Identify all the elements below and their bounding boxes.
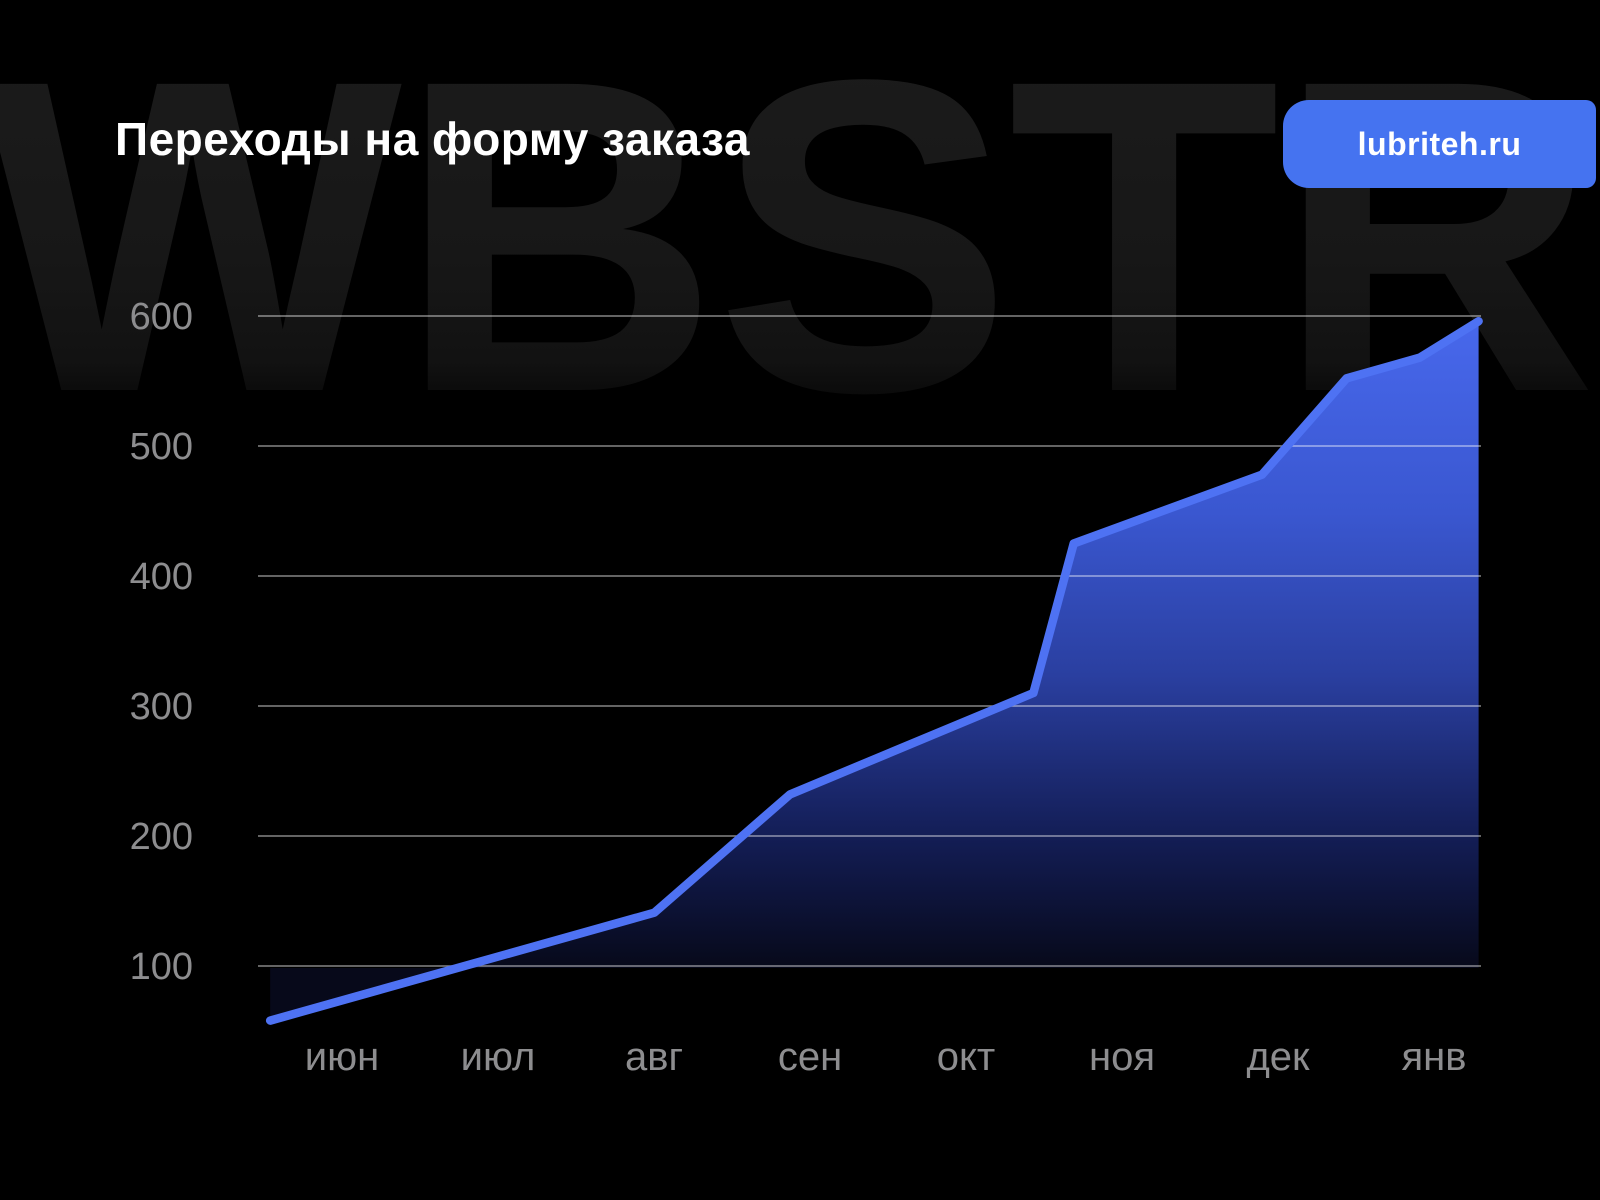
- domain-badge[interactable]: lubriteh.ru: [1283, 100, 1596, 188]
- y-tick-label-600: 600: [130, 296, 193, 338]
- x-tick-label-сен: сен: [778, 1035, 842, 1079]
- x-tick-label-ноя: ноя: [1089, 1035, 1155, 1079]
- y-tick-label-200: 200: [130, 816, 193, 858]
- y-tick-label-300: 300: [130, 686, 193, 728]
- area-fill: [270, 321, 1479, 1021]
- x-tick-label-июн: июн: [305, 1035, 379, 1079]
- x-tick-label-июл: июл: [461, 1035, 536, 1079]
- page-title: Переходы на форму заказа: [115, 113, 750, 165]
- y-tick-label-100: 100: [130, 946, 193, 988]
- x-axis-labels: июн июл авг сен окт ноя дек янв: [305, 1035, 1467, 1079]
- x-tick-label-янв: янв: [1402, 1035, 1467, 1079]
- x-tick-label-окт: окт: [937, 1035, 996, 1079]
- x-tick-label-авг: авг: [625, 1035, 683, 1079]
- y-tick-label-400: 400: [130, 556, 193, 598]
- trend-line: [265, 316, 1483, 1025]
- watermark-text: WBSTR: [0, 14, 1597, 459]
- x-tick-label-дек: дек: [1246, 1035, 1310, 1079]
- domain-badge-label: lubriteh.ru: [1357, 125, 1522, 162]
- y-tick-label-500: 500: [130, 426, 193, 468]
- y-axis-labels: 600 500 400 300 200 100: [130, 296, 193, 988]
